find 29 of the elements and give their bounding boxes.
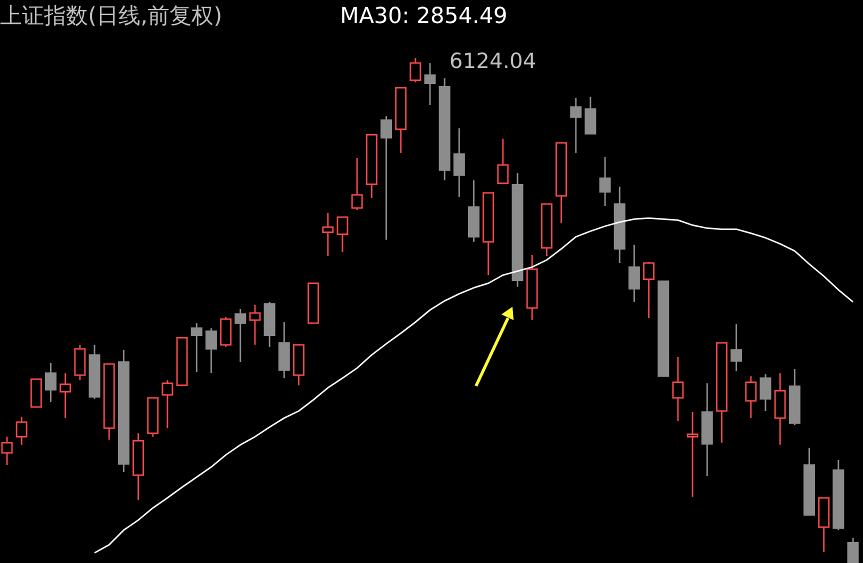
candlestick [45,362,57,403]
candlestick [249,304,261,346]
candlestick [336,216,348,253]
candlestick [599,156,611,207]
candlestick [672,356,684,422]
candlestick [570,97,582,154]
candlestick [410,57,422,83]
candlestick [351,157,363,211]
candlestick [190,322,202,373]
candlestick [453,127,465,198]
text: MA30: 2854.49 [340,4,508,29]
candlestick [205,327,217,374]
candlestick [730,323,742,372]
candlestick [847,537,859,563]
candlestick [497,138,509,185]
chart-title: 上证指数(日线,前复权) [0,4,222,29]
candlestick [628,244,640,303]
candlestick [380,115,392,241]
annotation: 6124.04 [449,49,536,73]
candlestick [322,212,334,257]
candlestick [234,308,246,363]
candlestick [643,261,655,319]
candlestick [16,416,28,446]
candlestick [424,62,436,106]
candlestick [686,411,698,498]
candlestick [760,373,772,412]
candlestick [60,372,72,419]
candlestick [162,379,174,429]
candlestick [745,375,757,419]
